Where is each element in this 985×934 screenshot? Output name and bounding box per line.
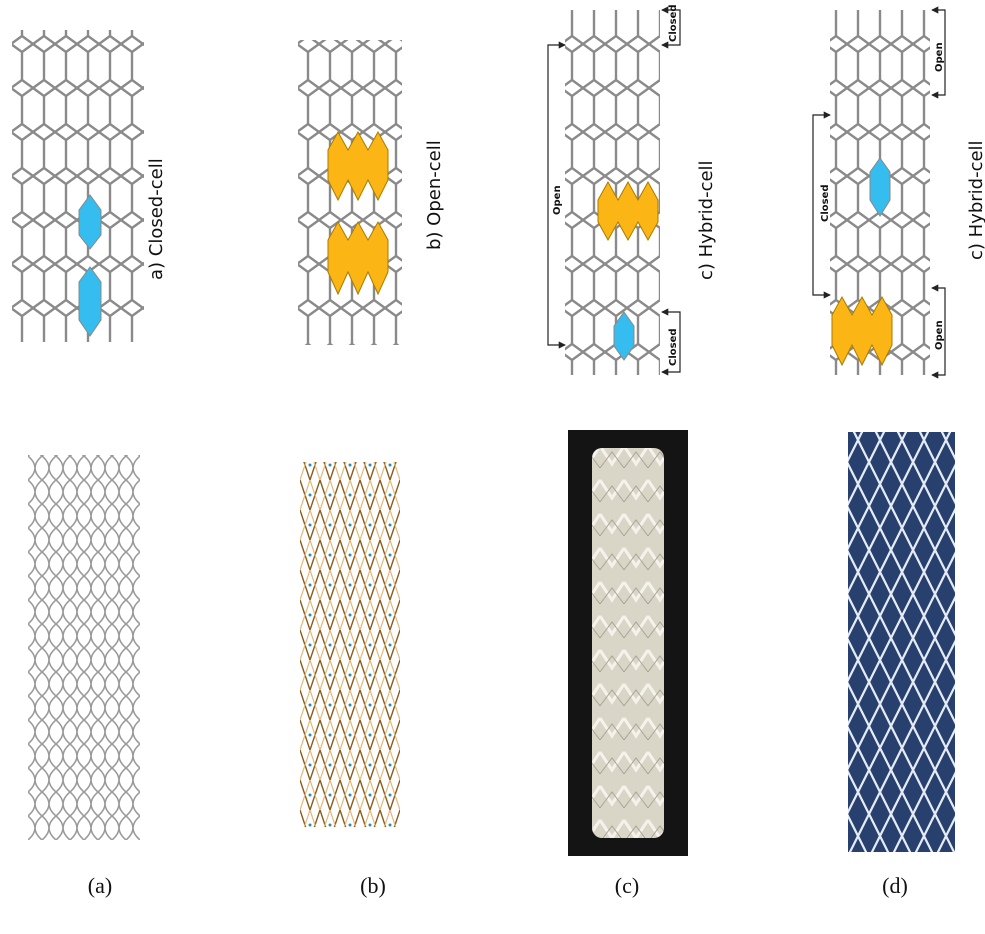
panel-label: b) Open-cell: [424, 140, 445, 250]
annotation: Open: [552, 185, 563, 215]
caption: (a): [88, 873, 112, 898]
figure: a) Closed-cell b) Open-cell Open Closed …: [0, 0, 985, 934]
annotation: Closed: [668, 328, 679, 366]
caption: (c): [615, 873, 639, 898]
annotation: Closed: [820, 184, 831, 222]
panel-label: c) Hybrid-cell: [696, 160, 717, 280]
annotation: Closed: [668, 4, 679, 42]
stent-mesh: [12, 30, 144, 342]
stent-photo: [28, 455, 140, 840]
panel-label: a) Closed-cell: [146, 158, 167, 280]
closed-cell: [79, 267, 101, 336]
stent-photo: [848, 432, 955, 852]
stent-photo: [300, 462, 400, 827]
stent-photo: [568, 430, 688, 856]
annotation: Open: [934, 320, 945, 350]
caption: (d): [882, 873, 908, 898]
open-cells: [598, 182, 658, 240]
caption: (b): [360, 873, 386, 898]
annotation: Open: [934, 42, 945, 72]
open-cells: [832, 297, 892, 365]
stent-mesh: [298, 40, 402, 345]
panel-label: c) Hybrid-cell: [966, 140, 985, 260]
